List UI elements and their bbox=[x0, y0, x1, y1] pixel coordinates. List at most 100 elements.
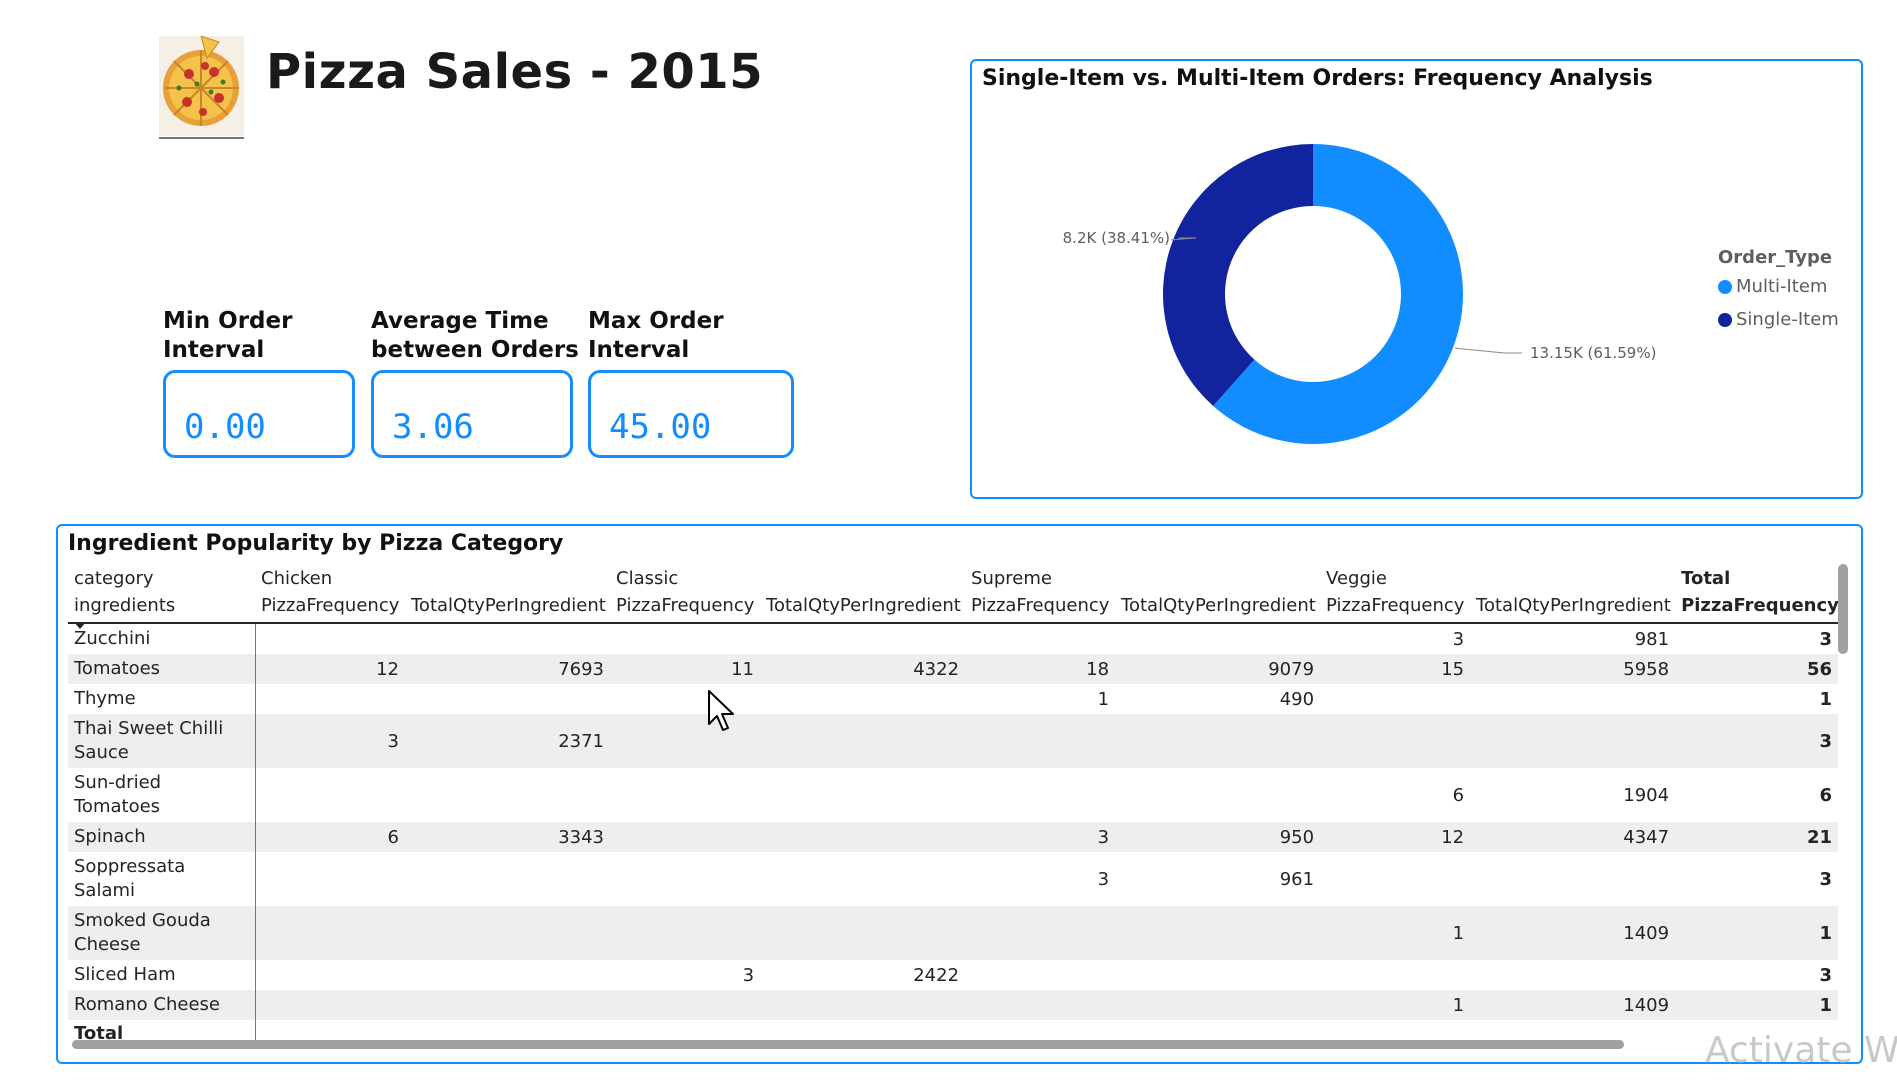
mouse-cursor-icon bbox=[708, 690, 734, 731]
cell-total-pizzafrequency: 6 bbox=[1819, 784, 1833, 806]
kpi-avg-label-line1: Average Time bbox=[371, 308, 549, 334]
cell-totalqty bbox=[1115, 768, 1320, 822]
table-row[interactable]: Soppressata Salami 3 961 3 bbox=[68, 852, 1838, 906]
legend-item-multi-item[interactable]: Multi-Item bbox=[1718, 276, 1839, 297]
cell-pizzafrequency: 6 bbox=[255, 822, 405, 852]
cell-pizzafrequency bbox=[965, 960, 1115, 990]
cell-pizzafrequency: 12 bbox=[255, 654, 405, 684]
legend-label-multi-item: Multi-Item bbox=[1736, 276, 1828, 297]
cell-totalqty bbox=[1470, 960, 1675, 990]
col-header-pizzafrequency[interactable]: PizzaFrequency bbox=[610, 592, 761, 624]
col-group-veggie[interactable]: Veggie bbox=[1326, 568, 1387, 589]
col-header-pizzafrequency[interactable]: PizzaFrequency bbox=[965, 592, 1116, 624]
leader-line-multi-item bbox=[1454, 347, 1522, 354]
col-header-totalqty[interactable]: TotalQtyPerIngredient bbox=[760, 592, 966, 624]
cell-totalqty bbox=[405, 768, 610, 822]
cell-pizzafrequency bbox=[610, 684, 760, 714]
sort-descending-icon[interactable] bbox=[74, 622, 86, 629]
cell-total-pizzafrequency: 1 bbox=[1819, 688, 1833, 710]
cell-pizzafrequency bbox=[610, 822, 761, 852]
kpi-min-label: Min Order Interval bbox=[163, 307, 292, 365]
row-ingredient-label: Tomatoes bbox=[68, 654, 256, 684]
col-group-total[interactable]: Total bbox=[1681, 568, 1731, 589]
cell-pizzafrequency bbox=[610, 623, 760, 654]
cell-pizzafrequency bbox=[255, 852, 405, 906]
row-ingredient-label: Romano Cheese bbox=[68, 990, 256, 1020]
table-row[interactable]: Romano Cheese 1 1409 1 bbox=[68, 990, 1839, 1020]
cell-totalqty: 1904 bbox=[1623, 784, 1670, 806]
donut-slice-single-item[interactable] bbox=[1163, 144, 1313, 406]
cell-totalqty bbox=[1115, 990, 1321, 1020]
vertical-scrollbar[interactable] bbox=[1838, 564, 1848, 654]
table-row[interactable]: Zucchini 3 981 3 bbox=[68, 623, 1838, 654]
col-header-pizzafrequency[interactable]: PizzaFrequency bbox=[1320, 592, 1471, 624]
activate-windows-watermark: Activate Wi bbox=[1705, 1030, 1897, 1071]
table-row[interactable]: Thai Sweet Chilli Sauce 3 2371 3 bbox=[68, 714, 1839, 768]
row-ingredient-label: Spinach bbox=[68, 822, 256, 852]
kpi-min-card[interactable]: 0.00 bbox=[163, 370, 355, 458]
kpi-min-value: 0.00 bbox=[184, 407, 266, 447]
horizontal-scrollbar[interactable] bbox=[72, 1040, 1624, 1049]
cell-totalqty: 1409 bbox=[1470, 906, 1676, 960]
cell-pizzafrequency bbox=[610, 714, 761, 768]
cell-totalqty: 4322 bbox=[760, 654, 966, 684]
donut-slice-multi-item[interactable] bbox=[1213, 144, 1463, 444]
kpi-min-label-line1: Min Order bbox=[163, 308, 293, 334]
cell-totalqty bbox=[1470, 684, 1675, 714]
cell-totalqty bbox=[405, 684, 610, 714]
cell-pizzafrequency bbox=[610, 990, 761, 1020]
table-row[interactable]: Sliced Ham 3 2422 3 bbox=[68, 960, 1838, 990]
cell-pizzafrequency: 15 bbox=[1320, 654, 1471, 684]
cell-totalqty: 490 bbox=[1279, 688, 1315, 710]
cell-pizzafrequency bbox=[255, 623, 405, 654]
order-type-donut-visual[interactable]: Single-Item vs. Multi-Item Orders: Frequ… bbox=[970, 59, 1863, 499]
table-row[interactable]: Spinach 6 3343 3 950 12 4347 21 bbox=[68, 822, 1839, 852]
legend-item-single-item[interactable]: Single-Item bbox=[1718, 309, 1839, 330]
cell-pizzafrequency bbox=[965, 906, 1116, 960]
col-group-chicken[interactable]: Chicken bbox=[261, 568, 333, 589]
table-row[interactable]: Thyme 1 490 1 bbox=[68, 684, 1838, 714]
cell-totalqty: 5958 bbox=[1470, 654, 1676, 684]
legend-title: Order_Type bbox=[1718, 247, 1833, 268]
table-row[interactable]: Tomatoes 12 7693 11 4322 18 9079 15 5958 56 bbox=[68, 654, 1839, 684]
cell-pizzafrequency: 18 bbox=[965, 654, 1116, 684]
cell-pizzafrequency: 1 bbox=[1097, 688, 1110, 710]
col-header-pizzafrequency[interactable]: PizzaFrequency bbox=[255, 592, 405, 624]
cell-totalqty: 3343 bbox=[405, 822, 611, 852]
col-group-supreme[interactable]: Supreme bbox=[971, 568, 1052, 589]
cell-totalqty bbox=[760, 852, 965, 906]
col-header-totalqty[interactable]: TotalQtyPerIngredient bbox=[1470, 592, 1676, 624]
table-row[interactable]: Sun-dried Tomatoes 6 1904 6 bbox=[68, 768, 1838, 822]
ingredient-matrix-visual[interactable]: Ingredient Popularity by Pizza Category … bbox=[56, 524, 1863, 1064]
col-group-classic[interactable]: Classic bbox=[616, 568, 679, 589]
kpi-max-card[interactable]: 45.00 bbox=[588, 370, 794, 458]
row-header-ingredients[interactable]: ingredients bbox=[68, 592, 255, 624]
cell-pizzafrequency bbox=[255, 684, 405, 714]
cell-pizzafrequency bbox=[965, 623, 1115, 654]
cell-totalqty bbox=[760, 768, 965, 822]
row-ingredient-label: Zucchini bbox=[68, 623, 256, 654]
kpi-avg-card[interactable]: 3.06 bbox=[371, 370, 573, 458]
cell-totalqty bbox=[760, 822, 966, 852]
row-ingredient-label: Soppressata Salami bbox=[68, 852, 256, 906]
cell-pizzafrequency bbox=[610, 768, 760, 822]
cell-pizzafrequency bbox=[255, 906, 405, 960]
kpi-avg-value: 3.06 bbox=[392, 407, 474, 447]
cell-pizzafrequency: 12 bbox=[1320, 822, 1471, 852]
cell-total-pizzafrequency: 3 bbox=[1819, 628, 1833, 650]
kpi-min-label-line2: Interval bbox=[163, 337, 265, 363]
col-header-total-pizzafrequency[interactable]: PizzaFrequency bbox=[1675, 592, 1839, 624]
cell-totalqty bbox=[760, 714, 966, 768]
cell-pizzafrequency bbox=[255, 960, 405, 990]
cell-pizzafrequency bbox=[610, 852, 760, 906]
cell-totalqty: 961 bbox=[1279, 868, 1315, 890]
col-header-totalqty[interactable]: TotalQtyPerIngredient bbox=[405, 592, 611, 624]
donut-chart[interactable]: 13.15K (61.59%) 8.2K (38.41%) bbox=[972, 61, 1865, 501]
table-row[interactable]: Smoked Gouda Cheese 1 1409 1 bbox=[68, 906, 1839, 960]
cell-pizzafrequency: 11 bbox=[610, 654, 761, 684]
cell-pizzafrequency: 1 bbox=[1320, 906, 1471, 960]
cell-totalqty bbox=[1470, 714, 1676, 768]
cell-pizzafrequency bbox=[965, 990, 1116, 1020]
cell-pizzafrequency: 3 bbox=[742, 964, 755, 986]
col-header-totalqty[interactable]: TotalQtyPerIngredient bbox=[1115, 592, 1321, 624]
